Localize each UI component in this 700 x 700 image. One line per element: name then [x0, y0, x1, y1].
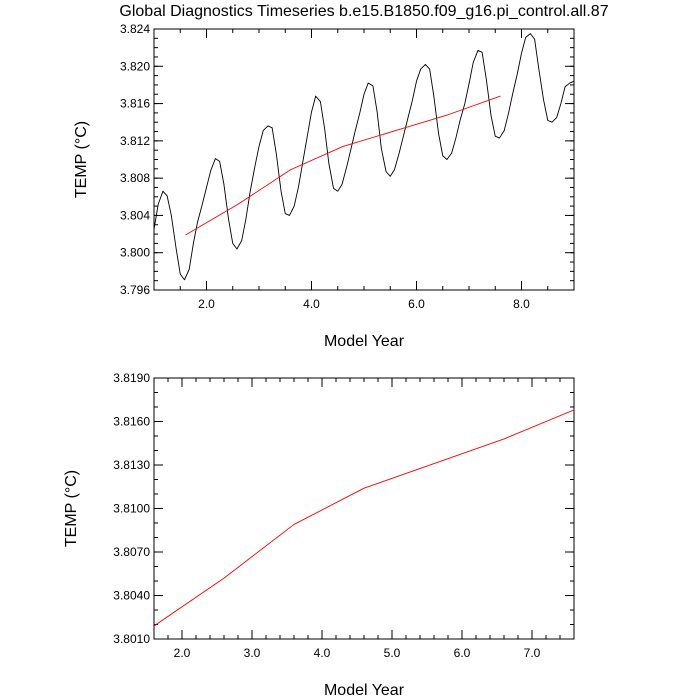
y-tick-label: 3.8160 [113, 415, 150, 429]
y-tick-label: 3.816 [120, 97, 150, 111]
plot-frame [153, 377, 575, 640]
series-line-annual-mean [185, 95, 501, 236]
x-tick-label: 7.0 [524, 646, 541, 660]
y-tick-label: 3.820 [120, 59, 150, 73]
series-line-monthly [154, 33, 574, 281]
y-tick-label: 3.804 [120, 208, 150, 222]
series-line-annual-mean [154, 409, 574, 627]
x-tick-label: 4.0 [314, 646, 331, 660]
y-tick-label: 3.824 [120, 22, 150, 36]
y-tick-label: 3.8130 [113, 458, 150, 472]
x-tick-label: 3.0 [244, 646, 261, 660]
y-axis-label: TEMP (°C) [63, 470, 80, 547]
y-tick-label: 3.8070 [113, 545, 150, 559]
y-tick-label: 3.8100 [113, 502, 150, 516]
x-tick-label: 2.0 [174, 646, 191, 660]
x-tick-label: 2.0 [198, 297, 215, 311]
x-tick-label: 5.0 [384, 646, 401, 660]
x-axis-label: Model Year [324, 682, 405, 699]
y-tick-label: 3.808 [120, 171, 150, 185]
top-panel: 2.0 4.0 6.0 8.0 3.796 3.800 3.804 3.808 3.812 3.8… [73, 22, 575, 350]
x-tick-label: 4.0 [303, 297, 320, 311]
y-tick-label: 3.8010 [113, 632, 150, 646]
y-tick-label: 3.800 [120, 246, 150, 260]
bottom-panel: 2.0 3.0 4.0 5.0 6.0 7.0 3.8010 3.8040 3.8070 3.81… [63, 371, 575, 699]
y-tick-label: 3.8190 [113, 371, 150, 385]
x-tick-label: 6.0 [408, 297, 425, 311]
y-tick-label: 3.812 [120, 134, 150, 148]
x-axis-label: Model Year [324, 333, 405, 350]
x-tick-label: 6.0 [454, 646, 471, 660]
y-tick-label: 3.8040 [113, 589, 150, 603]
y-axis-label: TEMP (°C) [73, 121, 90, 198]
y-tick-label: 3.796 [120, 283, 150, 297]
x-tick-label: 8.0 [513, 297, 530, 311]
chart-title: Global Diagnostics Timeseries b.e15.B185… [119, 3, 608, 20]
